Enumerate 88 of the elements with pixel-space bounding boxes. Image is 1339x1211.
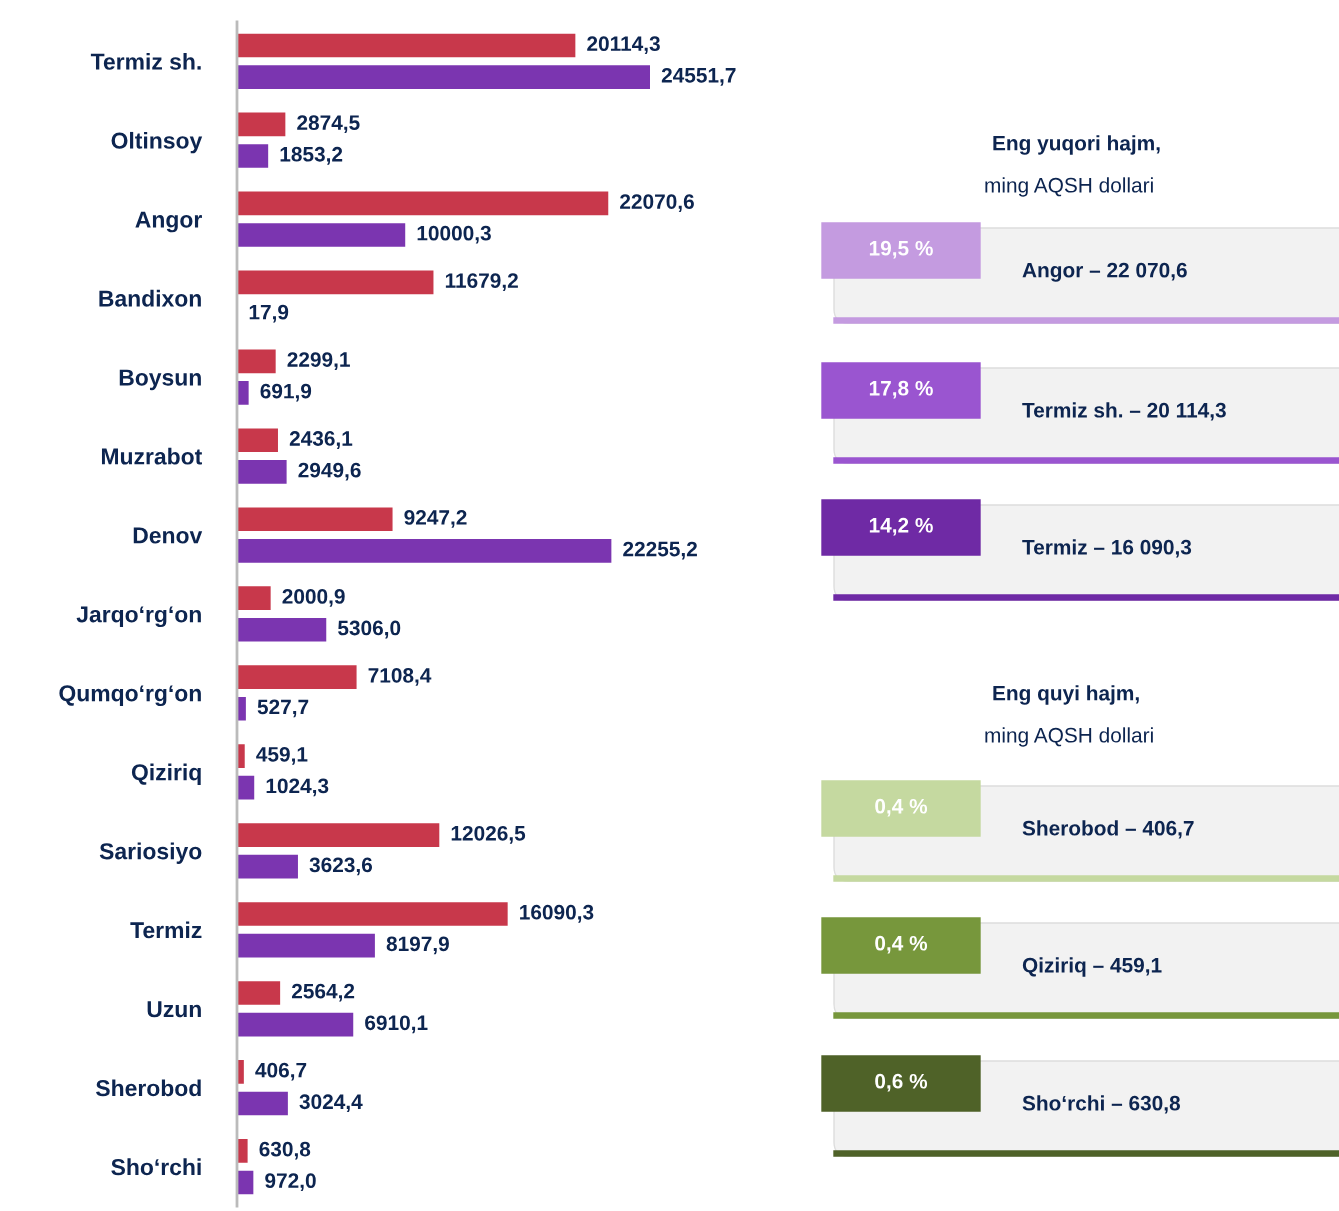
bar: [237, 460, 287, 484]
bar: [237, 1091, 288, 1116]
bar: [237, 191, 609, 216]
bar: [237, 586, 271, 611]
y-tick-label: Qiziriq: [131, 763, 201, 785]
y-tick-label: Termiz: [130, 921, 202, 939]
bar: [237, 381, 249, 405]
text: Sherobod – 406,7: [1022, 820, 1194, 839]
y-tick-label: Qumqo‘rg‘on: [59, 685, 201, 707]
data-label: 527,7: [257, 699, 309, 718]
text: Qiziriq – 459,1: [1022, 957, 1162, 977]
bar: [237, 144, 269, 168]
bar: [237, 270, 434, 295]
data-label: 2299,1: [287, 352, 350, 370]
data-label: 406,7: [255, 1062, 307, 1081]
bar: [237, 1139, 248, 1163]
data-label: 10000,3: [417, 225, 491, 244]
data-label: 20114,3: [587, 36, 660, 55]
data-label: 2000,9: [282, 589, 345, 607]
y-tick-label: Jarqo‘rg‘on: [76, 606, 201, 628]
data-label: 2436,1: [289, 431, 353, 449]
data-label: 2874,5: [297, 115, 360, 134]
data-label: 11679,2: [445, 273, 518, 291]
text: Termiz sh. – 20 114,3: [1022, 402, 1226, 421]
data-label: 22255,2: [623, 541, 697, 560]
data-label: 630,8: [259, 1141, 311, 1160]
bar: [237, 428, 278, 453]
data-label: 16090,3: [520, 904, 594, 923]
y-tick-label: Termiz sh.: [90, 52, 201, 70]
bar: [237, 538, 612, 563]
data-label: 972,0: [265, 1173, 316, 1192]
data-label: 2564,2: [291, 983, 355, 1002]
y-tick-label: Uzun: [147, 1001, 201, 1018]
data-label: 9247,2: [404, 510, 467, 528]
y-tick-label: Sariosiyo: [99, 842, 202, 864]
bar: [237, 349, 276, 374]
data-label: 3623,6: [309, 857, 373, 876]
text: Eng yuqori hajm,: [993, 135, 1160, 155]
bar: [237, 112, 286, 137]
data-label: 8197,9: [386, 936, 449, 955]
text: 17,8 %: [869, 380, 933, 399]
bar: [237, 696, 246, 721]
text: 0,6 %: [875, 1073, 928, 1092]
data-label: 5306,0: [338, 620, 401, 639]
y-tick-label: Angor: [135, 211, 202, 233]
data-label: 1024,3: [266, 778, 329, 797]
bar: [237, 1012, 354, 1037]
y-tick-label: Oltinsoy: [111, 131, 203, 154]
y-tick-label: Sho‘rchi: [111, 1158, 201, 1176]
bar: [237, 223, 406, 247]
bar: [237, 744, 245, 768]
y-tick-label: Boysun: [119, 369, 201, 391]
bar: [237, 775, 255, 800]
text: 0,4 %: [875, 798, 928, 817]
bar: [237, 617, 327, 642]
y-tick-label: Muzrabot: [101, 447, 202, 465]
text: ming AQSH dollari: [985, 177, 1153, 197]
y-tick-label: Denov: [133, 527, 203, 544]
text: ming AQSH dollari: [985, 727, 1153, 747]
bar: [237, 33, 576, 58]
text: Sho‘rchi – 630,8: [1022, 1095, 1180, 1114]
data-label: 12026,5: [451, 825, 526, 844]
data-label: 24551,7: [661, 67, 736, 86]
text: 0,4 %: [875, 935, 928, 954]
data-label: 2949,6: [298, 462, 361, 481]
data-label: 17,9: [249, 304, 289, 323]
bar: [237, 933, 375, 958]
data-label: 6910,1: [365, 1015, 428, 1034]
data-label: 7108,4: [368, 667, 432, 686]
data-label: 22070,6: [620, 194, 694, 213]
data-label: 691,9: [260, 383, 312, 402]
bar: [237, 902, 508, 926]
bar: [237, 507, 393, 532]
bar: [237, 665, 357, 689]
text: 19,5 %: [869, 240, 933, 259]
bar: [237, 823, 440, 847]
data-label: 1853,2: [280, 146, 343, 165]
data-label: 3024,4: [299, 1094, 363, 1113]
y-tick-label: Sherobod: [96, 1079, 201, 1097]
bar: [237, 981, 281, 1005]
data-label: 459,1: [256, 746, 308, 765]
text: Termiz – 16 090,3: [1022, 539, 1192, 558]
bar: [237, 65, 650, 89]
text: Angor – 22 070,6: [1022, 262, 1187, 282]
y-tick-label: Bandixon: [99, 289, 201, 307]
text: 14,2 %: [869, 517, 933, 536]
text: Eng quyi hajm,: [993, 685, 1139, 705]
bar: [237, 854, 298, 879]
